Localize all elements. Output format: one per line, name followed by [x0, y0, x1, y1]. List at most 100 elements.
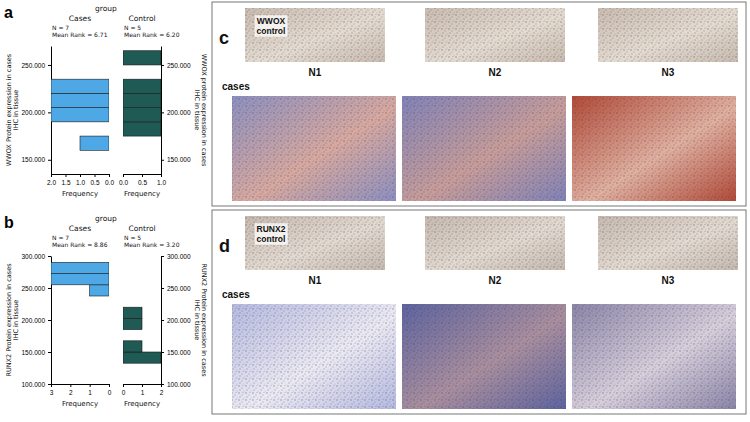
tick-mark: [161, 256, 164, 257]
micrograph: [572, 96, 736, 201]
micrograph-texture: [598, 8, 738, 62]
tick: 2: [69, 384, 73, 396]
bar: [123, 352, 161, 363]
axis-title: Frequency: [124, 190, 160, 198]
tick-label: 100.000: [22, 381, 46, 388]
bar: [123, 65, 124, 79]
tick-label: 2.0: [47, 179, 56, 186]
chart-title: group: [95, 4, 117, 13]
tick-label: 300.000: [22, 253, 46, 260]
annotation: Mean Rank = 6.20: [124, 31, 180, 38]
column-label: N1: [309, 275, 322, 286]
tick-label: 250.000: [167, 62, 191, 69]
image-panel: WWOXcontrolN1N2N3casesc: [212, 2, 746, 206]
tick: 150.000: [161, 156, 191, 163]
tick: 250.000: [161, 62, 191, 69]
bar: [123, 330, 124, 341]
column-label: N2: [489, 67, 502, 78]
label-patch: [255, 223, 288, 245]
annotation: N = 7: [52, 24, 69, 31]
tick-mark: [48, 320, 51, 321]
tick-label: 1.5: [61, 179, 70, 186]
tick: 2: [160, 384, 164, 396]
tick-mark: [161, 288, 164, 289]
bar: [109, 318, 110, 329]
micrograph: [572, 304, 736, 409]
tick: 1.0: [76, 174, 85, 186]
tick-label: 150.000: [167, 156, 191, 163]
bar: [123, 307, 142, 318]
tick-label: 0.5: [90, 179, 99, 186]
row-label: cases: [222, 81, 250, 92]
bar: [109, 352, 110, 363]
tick-mark: [51, 384, 52, 387]
micrograph-texture: [598, 216, 738, 270]
tick-label: 2: [160, 389, 164, 396]
tick: 0.5: [138, 174, 147, 186]
micrograph: [402, 96, 566, 201]
tick: 200.000: [161, 109, 191, 116]
panel-frame: [212, 2, 746, 206]
axis-line: [52, 384, 110, 385]
tick: 250.000: [161, 285, 191, 292]
micrograph-texture: [572, 304, 736, 409]
panel-letter: a: [4, 4, 13, 21]
micrograph-texture: [232, 96, 396, 201]
tick-label: 150.000: [22, 349, 46, 356]
micrograph-texture: [425, 216, 565, 270]
label-patch: [255, 15, 288, 36]
group-header: Control: [128, 14, 155, 23]
axis-title: WWOX Protein expression in casesIHC in t…: [5, 53, 21, 166]
bar: [109, 51, 110, 65]
annotation: N = 7: [52, 234, 69, 241]
image-panel: RUNX2controlN1N2N3casesd: [212, 210, 746, 414]
chart-title: group: [95, 214, 117, 223]
annotation: N = 5: [124, 24, 141, 31]
tick: 0.5: [90, 174, 99, 186]
panel-frame: [212, 210, 746, 414]
tick-mark: [48, 112, 51, 113]
micrograph: [598, 216, 738, 270]
micrograph-texture: [232, 304, 396, 409]
bar: [123, 262, 124, 273]
tick: 0.0: [105, 174, 114, 186]
tick-mark: [48, 65, 51, 66]
tick-mark: [70, 384, 71, 387]
row-label: WWOXcontrol: [257, 16, 286, 35]
bar: [90, 285, 109, 296]
micrograph-texture: [245, 216, 385, 270]
tick: 150.000: [22, 156, 52, 163]
tick: 2.0: [47, 174, 56, 186]
tick-label: 0.0: [119, 179, 128, 186]
tick-mark: [142, 174, 143, 177]
group-header: Control: [128, 224, 155, 233]
axis-title: Frequency: [62, 400, 98, 408]
tick-mark: [48, 384, 51, 385]
bar: [123, 318, 142, 329]
bar: [51, 93, 109, 107]
tick: 1: [141, 384, 145, 396]
bar: [51, 274, 109, 285]
tick-label: 100.000: [167, 381, 191, 388]
tick-mark: [161, 112, 164, 113]
bars: [51, 79, 109, 150]
bar: [109, 307, 110, 318]
column-label: N1: [309, 67, 322, 78]
micrograph: [245, 8, 385, 62]
column-label: N2: [489, 275, 502, 286]
bar: [80, 136, 109, 150]
tick: 100.000: [22, 381, 52, 388]
micrograph: [425, 8, 565, 62]
column-label: N3: [662, 67, 675, 78]
tick: 200.000: [22, 317, 52, 324]
tick-mark: [161, 352, 164, 353]
y-axis-right: 100.000150.000200.000250.000300.000: [161, 253, 191, 388]
figure: a group 150.000 200.000 250.000 150.000 200.00…: [0, 0, 750, 422]
row-label: cases: [222, 289, 250, 300]
micrograph: [232, 304, 396, 409]
panel-letter: b: [4, 214, 14, 231]
tick-label: 250.000: [22, 285, 46, 292]
tick: 1: [88, 384, 92, 396]
micrograph-texture: [402, 96, 566, 201]
tick: 0.0: [119, 174, 128, 186]
